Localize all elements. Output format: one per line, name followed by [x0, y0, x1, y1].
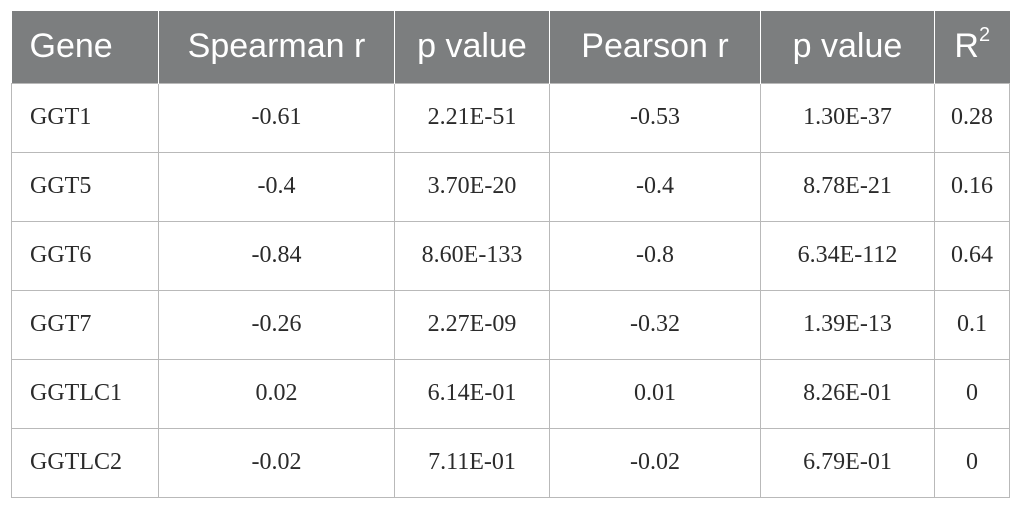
spearman-r-cell: 0.02 [158, 358, 395, 429]
pearson-r-cell: -0.4 [549, 151, 761, 222]
gene-cell: GGT7 [11, 289, 159, 360]
header-r-squared: R2 [934, 11, 1010, 83]
r-squared-cell: 0 [934, 358, 1010, 429]
pearson-r-cell: -0.02 [549, 427, 761, 498]
spearman-r-cell: -0.4 [158, 151, 395, 222]
pearson-p-value-cell: 6.79E-01 [760, 427, 935, 498]
spearman-r-cell: -0.26 [158, 289, 395, 360]
table-row: GGTLC2 -0.02 7.11E-01 -0.02 6.79E-01 0 [11, 427, 1010, 498]
gene-cell: GGT1 [11, 82, 159, 153]
pearson-p-value-cell: 1.30E-37 [760, 82, 935, 153]
spearman-p-value-cell: 6.14E-01 [394, 358, 550, 429]
spearman-p-value-cell: 3.70E-20 [394, 151, 550, 222]
gene-cell: GGTLC1 [11, 358, 159, 429]
spearman-r-cell: -0.02 [158, 427, 395, 498]
pearson-r-cell: -0.32 [549, 289, 761, 360]
pearson-r-cell: -0.8 [549, 220, 761, 291]
header-pearson-r: Pearson r [549, 11, 761, 83]
table-row: GGT6 -0.84 8.60E-133 -0.8 6.34E-112 0.64 [11, 220, 1010, 291]
header-row: Gene Spearman r p value Pearson r p valu… [11, 11, 1010, 83]
pearson-p-value-cell: 8.78E-21 [760, 151, 935, 222]
gene-cell: GGT5 [11, 151, 159, 222]
pearson-p-value-cell: 8.26E-01 [760, 358, 935, 429]
r-squared-cell: 0.16 [934, 151, 1010, 222]
spearman-r-cell: -0.84 [158, 220, 395, 291]
pearson-r-cell: -0.53 [549, 82, 761, 153]
header-gene: Gene [11, 11, 159, 83]
pearson-p-value-cell: 6.34E-112 [760, 220, 935, 291]
table-row: GGT7 -0.26 2.27E-09 -0.32 1.39E-13 0.1 [11, 289, 1010, 360]
header-r-squared-exponent: 2 [978, 23, 991, 46]
header-r-squared-base: R [954, 27, 979, 66]
pearson-r-cell: 0.01 [549, 358, 761, 429]
correlation-table: Gene Spearman r p value Pearson r p valu… [11, 11, 1010, 498]
header-pearson-p-value: p value [760, 11, 935, 83]
r-squared-cell: 0 [934, 427, 1010, 498]
spearman-p-value-cell: 2.27E-09 [394, 289, 550, 360]
table-row: GGT1 -0.61 2.21E-51 -0.53 1.30E-37 0.28 [11, 82, 1010, 153]
spearman-p-value-cell: 7.11E-01 [394, 427, 550, 498]
table-row: GGTLC1 0.02 6.14E-01 0.01 8.26E-01 0 [11, 358, 1010, 429]
r-squared-cell: 0.1 [934, 289, 1010, 360]
spearman-p-value-cell: 8.60E-133 [394, 220, 550, 291]
r-squared-cell: 0.28 [934, 82, 1010, 153]
pearson-p-value-cell: 1.39E-13 [760, 289, 935, 360]
r-squared-cell: 0.64 [934, 220, 1010, 291]
header-spearman-p-value: p value [394, 11, 550, 83]
spearman-p-value-cell: 2.21E-51 [394, 82, 550, 153]
gene-cell: GGTLC2 [11, 427, 159, 498]
spearman-r-cell: -0.61 [158, 82, 395, 153]
table-row: GGT5 -0.4 3.70E-20 -0.4 8.78E-21 0.16 [11, 151, 1010, 222]
gene-cell: GGT6 [11, 220, 159, 291]
header-spearman-r: Spearman r [158, 11, 395, 83]
